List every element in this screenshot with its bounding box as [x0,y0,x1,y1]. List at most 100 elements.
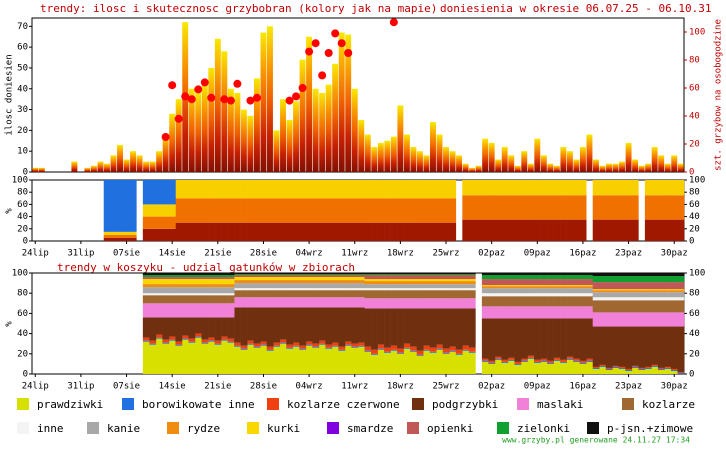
bar-segment [299,297,307,308]
bar-segment [677,290,685,293]
bar-segment [481,296,489,307]
bar-segment [390,198,398,223]
bar-segment [168,295,176,304]
bar-segment [377,180,385,199]
bar-segment [423,284,431,289]
bar-segment [279,297,287,308]
bar-segment [201,317,209,340]
bar-segment [364,281,372,285]
bar-segment [599,312,607,327]
bar-segment [195,293,202,296]
bar-segment [507,293,515,297]
legend-label: kozlarze [642,398,695,411]
bar-segment [416,274,424,276]
bar-segment [142,303,150,318]
bar-segment [344,345,352,374]
bar-segment [566,359,574,374]
bar-segment [468,347,476,352]
bar-segment [221,303,228,318]
bar-segment [181,277,189,280]
bar-segment [240,290,248,298]
y2-tick-label: 80 [689,56,700,66]
bar [123,159,130,172]
bar-segment [579,288,587,294]
bar-segment [670,219,678,241]
bar-segment [625,297,633,301]
bar-segment [625,273,633,277]
bar-segment [286,274,294,276]
bar-segment [540,288,548,294]
bar-segment [416,298,424,309]
bar-segment [527,275,535,280]
bar-segment [677,282,685,290]
bar-segment [181,273,189,276]
bar-segment [566,279,574,286]
bar-segment [325,274,333,276]
bar-segment [292,280,300,284]
bar-segment [221,287,228,294]
bar-segment [260,297,268,308]
bar-segment [488,275,496,280]
y-tick-label: 0 [689,370,694,380]
bar-segment [410,281,417,285]
bar-segment [514,195,522,220]
bar-segment [181,303,189,318]
bar-segment [214,277,222,280]
bar-segment [599,290,607,293]
bar-segment [631,195,639,220]
bar-segment [195,275,202,278]
y-tick-label: 20 [689,224,700,234]
bar-segment [240,280,248,284]
bar-segment [573,195,580,220]
bar-segment [442,352,450,354]
bar-segment [338,274,346,276]
bar-segment [566,285,574,287]
bar-segment [240,349,248,374]
bar-segment [521,358,528,361]
bar-segment [494,306,502,319]
bar-segment [605,300,613,313]
bar-segment [592,180,600,196]
bar-segment [625,282,633,290]
bar-segment [566,286,574,289]
bar [149,161,156,172]
bar-segment [181,293,189,296]
bar [97,161,104,172]
bar-segment [344,274,352,276]
bar-segment [221,273,228,276]
bar-segment [273,180,281,199]
bar-segment [455,284,463,289]
bar-segment [188,293,196,296]
bar-segment [612,366,620,368]
bar-segment [312,198,320,223]
bar-segment [312,343,320,347]
bar-segment [488,362,496,364]
bar [117,144,123,172]
bar-segment [260,275,268,278]
bar-segment [605,290,613,293]
bar-segment [162,295,170,304]
bar-segment [344,283,352,289]
y-axis-label: ilosc doniesien [5,54,15,135]
bar-segment [560,286,567,289]
bar-segment [377,308,385,345]
bar-segment [481,195,489,220]
bar-segment [149,284,157,288]
bar-segment [599,273,607,277]
bar-segment [371,353,378,355]
bar-segment [214,180,222,199]
bar-segment [605,195,613,220]
bar [188,88,195,172]
bar-segment [221,295,228,304]
bar [90,165,97,172]
bar-segment [547,286,554,289]
bar-segment [397,273,404,275]
bar-segment [560,296,567,307]
bar-segment [214,284,222,288]
bar-segment [358,342,365,346]
bar-segment [638,368,646,370]
bar-segment [234,307,241,343]
bar-segment [364,222,372,241]
bar [306,36,313,172]
bar-segment [462,350,470,374]
